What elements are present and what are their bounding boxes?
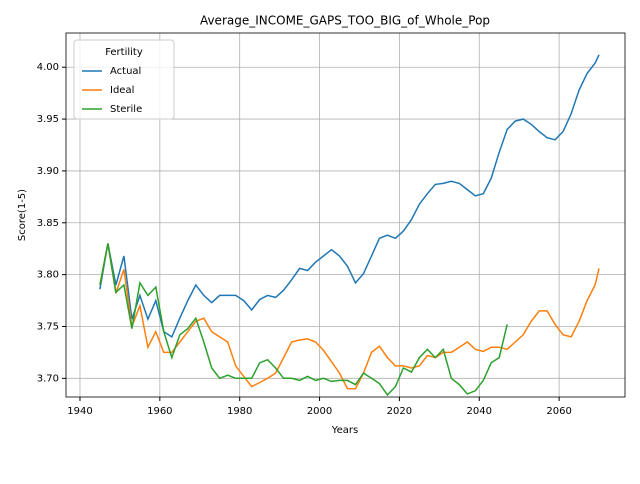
series-line: [99, 243, 600, 390]
y-tick-label: 3.75: [37, 321, 59, 332]
chart-title: Average_INCOME_GAPS_TOO_BIG_of_Whole_Pop: [200, 14, 490, 28]
legend: Fertility Actual Ideal Sterile: [73, 39, 175, 120]
y-tick-label: 3.80: [37, 270, 59, 281]
x-tick-label: 2020: [387, 406, 412, 417]
y-tick-label: 4.00: [37, 62, 59, 73]
legend-label: Ideal: [110, 85, 134, 96]
legend-title: Fertility: [105, 47, 143, 58]
x-tick-label: 1960: [147, 406, 172, 417]
series-line: [99, 54, 600, 339]
x-axis-label: Years: [331, 425, 358, 436]
y-tick-label: 3.85: [37, 218, 59, 229]
y-tick-label: 3.70: [37, 373, 59, 384]
legend-label: Sterile: [110, 104, 142, 115]
series-line: [99, 243, 508, 397]
x-tick-label: 1980: [227, 406, 252, 417]
y-tick-label: 3.95: [37, 114, 59, 125]
x-tick-label: 2000: [307, 406, 332, 417]
legend-box: [73, 39, 175, 120]
plot-frame: [65, 32, 626, 398]
legend-label: Actual: [110, 66, 141, 77]
x-tick-label: 2040: [467, 406, 492, 417]
x-tick-label: 1940: [67, 406, 92, 417]
y-tick-label: 3.90: [37, 166, 59, 177]
y-axis-label: Score(1-5): [17, 189, 28, 241]
x-tick-label: 2060: [546, 406, 571, 417]
